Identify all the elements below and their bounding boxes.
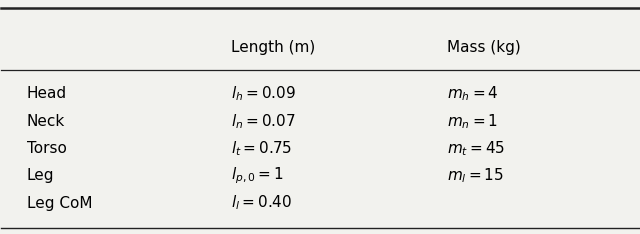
Text: $l_h = 0.09$: $l_h = 0.09$: [231, 84, 296, 103]
Text: $l_l = 0.40$: $l_l = 0.40$: [231, 194, 292, 212]
Text: Leg: Leg: [27, 168, 54, 183]
Text: $l_{p,0} = 1$: $l_{p,0} = 1$: [231, 165, 284, 186]
Text: $m_l = 15$: $m_l = 15$: [447, 166, 504, 185]
Text: Length (m): Length (m): [231, 40, 315, 55]
Text: Torso: Torso: [27, 141, 67, 156]
Text: $m_h = 4$: $m_h = 4$: [447, 84, 499, 103]
Text: $m_t = 45$: $m_t = 45$: [447, 139, 506, 158]
Text: $l_t = 0.75$: $l_t = 0.75$: [231, 139, 292, 158]
Text: Head: Head: [27, 86, 67, 101]
Text: $m_n = 1$: $m_n = 1$: [447, 112, 499, 131]
Text: $l_n = 0.07$: $l_n = 0.07$: [231, 112, 296, 131]
Text: Neck: Neck: [27, 114, 65, 129]
Text: Mass (kg): Mass (kg): [447, 40, 521, 55]
Text: Leg CoM: Leg CoM: [27, 196, 92, 211]
